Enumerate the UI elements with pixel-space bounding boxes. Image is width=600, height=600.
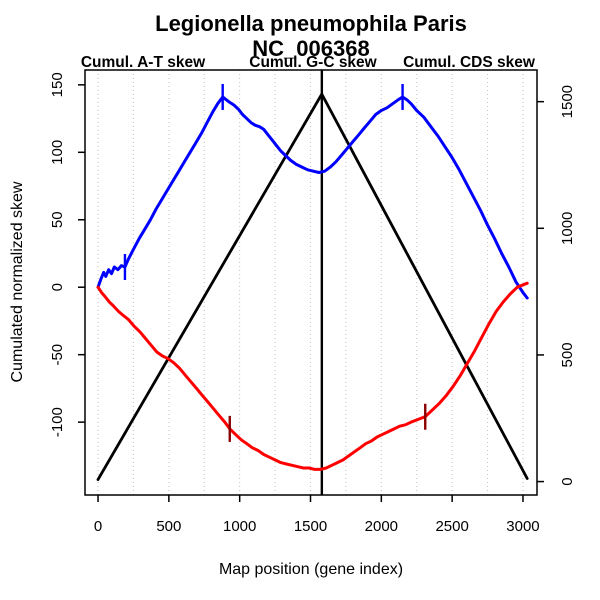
x-tick-label: 500 xyxy=(156,518,181,535)
right-tick-label: 1500 xyxy=(559,85,576,118)
y-axis-label: Cumulated normalized skew xyxy=(9,181,26,382)
x-tick-label: 1000 xyxy=(223,518,256,535)
legend-gc-skew: Cumul. G-C skew xyxy=(249,54,377,71)
left-tick-label: -50 xyxy=(49,344,66,366)
left-tick-label: -100 xyxy=(49,407,66,437)
legend-cds-skew: Cumul. CDS skew xyxy=(403,54,536,71)
left-tick-label: 100 xyxy=(49,140,66,165)
left-tick-label: 50 xyxy=(49,211,66,228)
x-axis-label: Map position (gene index) xyxy=(219,561,403,578)
gridlines xyxy=(97,70,524,495)
x-tick-label: 3000 xyxy=(506,518,539,535)
left-tick-label: 0 xyxy=(49,283,66,291)
right-tick-label: 1000 xyxy=(559,212,576,245)
series-cumul-a-t-skew xyxy=(96,281,529,471)
left-tick-label: 150 xyxy=(49,72,66,97)
x-tick-label: 2000 xyxy=(365,518,398,535)
right-tick-label: 0 xyxy=(559,477,576,485)
series-cumul-cds-skew xyxy=(96,92,529,482)
x-tick-label: 2500 xyxy=(435,518,468,535)
axis-ticks: 0 500 1000 1500 2000 2500 3000150100500-50-100… xyxy=(49,72,576,535)
series-cumul-g-c-skew xyxy=(96,95,529,300)
curves xyxy=(96,70,529,495)
x-tick-label: 0 xyxy=(94,518,102,535)
chart-subtitle: NC_006368 xyxy=(252,36,369,61)
x-tick-label: 1500 xyxy=(294,518,327,535)
right-tick-label: 500 xyxy=(559,342,576,367)
chart-title: Legionella pneumophila Paris xyxy=(155,11,467,36)
legend-at-skew: Cumul. A-T skew xyxy=(81,54,206,71)
